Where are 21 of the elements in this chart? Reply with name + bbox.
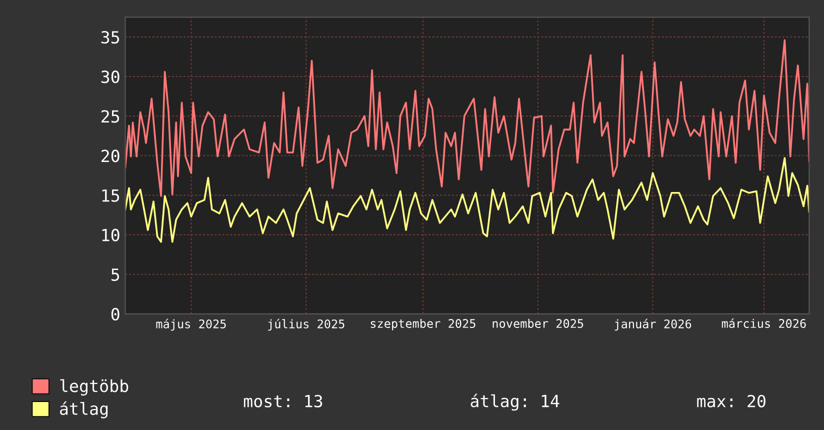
y-tick-label: 30 — [101, 70, 120, 84]
x-tick-label: szeptember 2025 — [370, 318, 476, 330]
y-tick-label: 25 — [102, 110, 120, 123]
x-tick-label: január 2026 — [614, 318, 692, 331]
y-tick-label: 15 — [102, 189, 120, 202]
x-tick-label: július 2025 — [268, 318, 344, 331]
y-tick-label: 20 — [102, 150, 120, 162]
text: most: 13 — [244, 394, 322, 408]
x-tick-label: március 2026 — [722, 318, 806, 328]
x-tick-label: május 2025 — [156, 318, 226, 331]
y-tick-label: 10 — [102, 228, 120, 242]
y-tick-label: 0 — [111, 308, 120, 321]
y-tick-label: 5 — [112, 268, 120, 281]
line-series — [125, 157, 810, 243]
legend-label: átlag — [60, 401, 108, 418]
legend-label: legtöbb — [60, 379, 128, 396]
text: max: 20 — [697, 394, 766, 408]
line-series — [125, 39, 810, 197]
text: átlag: 14 — [470, 394, 560, 411]
x-tick-label: november 2025 — [492, 318, 584, 328]
y-tick-label: 35 — [101, 30, 120, 44]
